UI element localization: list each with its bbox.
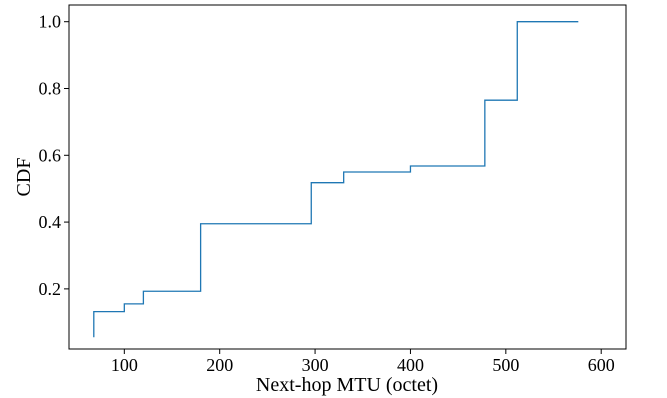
x-tick-label: 100 <box>111 355 138 375</box>
x-tick-label: 500 <box>492 355 519 375</box>
y-axis-ticks: 0.2 0.4 0.6 0.8 1.0 <box>39 12 69 299</box>
plot-area <box>68 4 627 350</box>
y-tick-label: 0.4 <box>39 212 62 232</box>
y-tick-label: 1.0 <box>39 12 62 32</box>
y-tick-label: 0.2 <box>39 279 62 299</box>
y-tick-label: 0.6 <box>39 145 62 165</box>
x-tick-label: 400 <box>397 355 424 375</box>
y-tick-label: 0.8 <box>39 78 62 98</box>
x-tick-label: 200 <box>206 355 233 375</box>
x-tick-label: 600 <box>588 355 615 375</box>
x-axis-ticks: 100 200 300 400 500 600 <box>111 349 615 375</box>
cdf-step-line <box>93 21 579 338</box>
x-axis-label: Next-hop MTU (octet) <box>256 374 438 396</box>
y-axis-label: CDF <box>13 158 35 197</box>
x-tick-label: 300 <box>302 355 329 375</box>
